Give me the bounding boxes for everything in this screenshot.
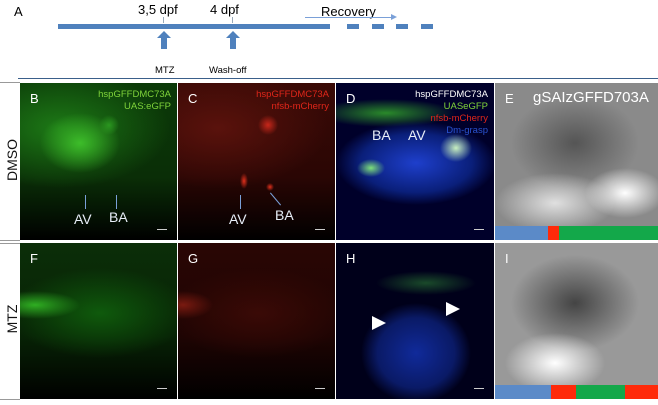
scale-bar bbox=[315, 229, 325, 230]
row-label-dmso: DMSO bbox=[4, 139, 20, 181]
scale-bar bbox=[474, 388, 484, 389]
scale-bar bbox=[157, 229, 167, 230]
panel-e-image: E gSAIzGFFD703A bbox=[495, 83, 658, 240]
color-segment-red bbox=[551, 385, 576, 399]
scale-bar bbox=[157, 388, 167, 389]
panel-i-image: I bbox=[495, 243, 658, 399]
panel-e-title: gSAIzGFFD703A bbox=[533, 89, 649, 106]
panel-letter-f: F bbox=[30, 251, 38, 266]
timeline-dash bbox=[396, 24, 408, 29]
recovery-arrowhead bbox=[391, 14, 397, 20]
arrow-icon bbox=[240, 195, 241, 209]
label-av: AV bbox=[74, 211, 92, 227]
panel-f-image: F bbox=[20, 243, 177, 399]
timeline-dash bbox=[421, 24, 433, 29]
legend-line: Dm-grasp bbox=[446, 125, 488, 136]
tick bbox=[163, 17, 164, 23]
panel-letter-e: E bbox=[505, 91, 514, 106]
divider bbox=[0, 82, 20, 83]
divider bbox=[0, 399, 20, 400]
legend-line: nfsb-mCherry bbox=[271, 101, 329, 112]
arrowhead-icon bbox=[446, 302, 460, 316]
timeline-bar bbox=[58, 24, 330, 29]
panel-letter-d: D bbox=[346, 91, 356, 106]
arrow-icon bbox=[85, 195, 86, 209]
color-segment-red bbox=[548, 226, 559, 240]
divider bbox=[0, 243, 20, 244]
color-segment-blue bbox=[495, 226, 548, 240]
label-ba: BA bbox=[372, 127, 391, 143]
legend-line: UASeGFP bbox=[443, 101, 488, 112]
divider bbox=[18, 78, 658, 79]
arrow-icon bbox=[269, 192, 282, 206]
color-segment-green bbox=[576, 385, 625, 399]
legend-line: hspGFFDMC73A bbox=[98, 89, 171, 100]
timeline-dash bbox=[372, 24, 384, 29]
panel-c-legend: hspGFFDMC73A nfsb-mCherry bbox=[256, 89, 329, 113]
recovery-arrow bbox=[305, 17, 395, 18]
arrowhead-icon bbox=[372, 316, 386, 330]
legend-line: UAS:eGFP bbox=[124, 101, 171, 112]
color-segment-red bbox=[625, 385, 658, 399]
scale-bar bbox=[315, 388, 325, 389]
panel-d-legend: hspGFFDMC73A UASeGFP nfsb-mCherry Dm-gra… bbox=[415, 89, 488, 137]
timepoint-4-dpf: 4 dpf bbox=[210, 2, 239, 17]
timepoint-3-5-dpf: 3,5 dpf bbox=[138, 2, 178, 17]
row-label-mtz: MTZ bbox=[4, 304, 20, 334]
panel-b-image: B hspGFFDMC73A UAS:eGFP AV BA bbox=[20, 83, 177, 240]
panel-letter-a: A bbox=[14, 4, 23, 19]
washoff-label: Wash-off bbox=[209, 65, 247, 76]
recovery-label: Recovery bbox=[321, 4, 376, 19]
tick bbox=[232, 17, 233, 23]
color-segment-green bbox=[559, 226, 658, 240]
label-ba: BA bbox=[109, 209, 128, 225]
panel-letter-h: H bbox=[346, 251, 356, 266]
scale-bar bbox=[474, 229, 484, 230]
panel-h-image: H bbox=[336, 243, 494, 399]
color-segment-blue bbox=[495, 385, 551, 399]
timeline-dash bbox=[347, 24, 359, 29]
label-av: AV bbox=[229, 211, 247, 227]
arrow-icon bbox=[116, 195, 117, 209]
panel-c-image: C hspGFFDMC73A nfsb-mCherry AV BA bbox=[178, 83, 335, 240]
panel-letter-i: I bbox=[505, 251, 509, 266]
divider bbox=[0, 240, 20, 241]
panel-g-image: G bbox=[178, 243, 335, 399]
panel-letter-b: B bbox=[30, 91, 39, 106]
panel-b-legend: hspGFFDMC73A UAS:eGFP bbox=[98, 89, 171, 113]
label-av: AV bbox=[408, 127, 426, 143]
legend-line: hspGFFDMC73A bbox=[415, 89, 488, 100]
panel-d-image: D hspGFFDMC73A UASeGFP nfsb-mCherry Dm-g… bbox=[336, 83, 494, 240]
panel-letter-g: G bbox=[188, 251, 199, 266]
legend-line: hspGFFDMC73A bbox=[256, 89, 329, 100]
mtz-label: MTZ bbox=[155, 65, 175, 76]
panel-letter-c: C bbox=[188, 91, 198, 106]
label-ba: BA bbox=[275, 207, 294, 223]
legend-line: nfsb-mCherry bbox=[430, 113, 488, 124]
